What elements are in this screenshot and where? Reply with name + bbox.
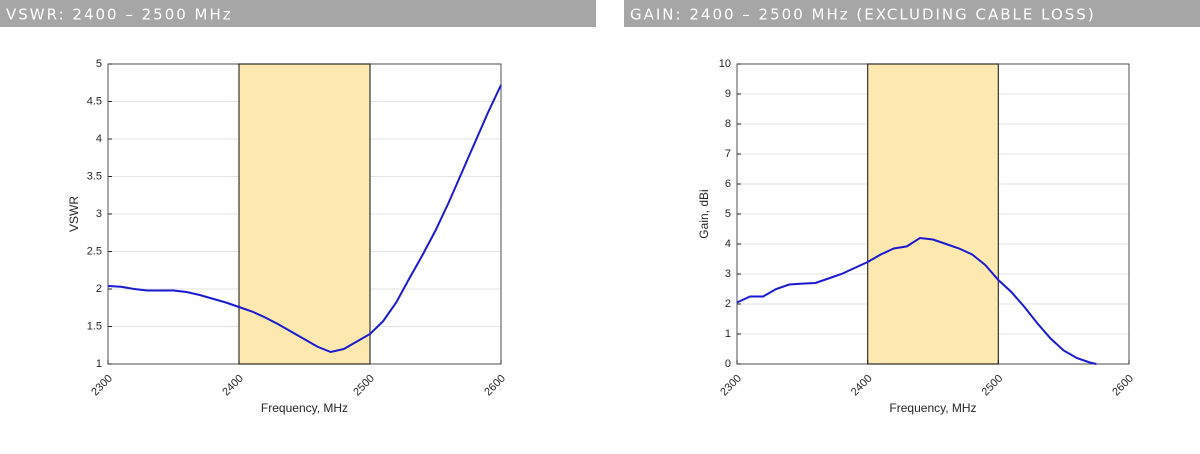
band — [867, 63, 999, 365]
y-tick-label: 1 — [725, 328, 731, 340]
y-tick-label: 4 — [96, 133, 102, 145]
y-tick-label: 8 — [725, 118, 731, 130]
x-tick-label: 2400 — [849, 373, 875, 399]
chart-title: VSWR: 2400 – 2500 MHz — [6, 6, 233, 24]
x-tick-label: 2600 — [1110, 373, 1136, 399]
header-bar — [0, 0, 596, 27]
chart-title: GAIN: 2400 – 2500 MHz (EXCLUDING CABLE L… — [630, 6, 1096, 24]
y-axis-label: Gain, dBi — [697, 189, 711, 238]
y-tick-label: 3 — [96, 208, 102, 220]
y-tick-label: 1.5 — [87, 320, 102, 332]
line — [107, 84, 502, 354]
x-tick-label: 2300 — [89, 373, 115, 399]
x-tick-label: 2500 — [351, 373, 377, 399]
y-axis-label: VSWR — [67, 196, 81, 232]
header-bar — [624, 0, 1200, 27]
y-tick-label: 9 — [725, 88, 731, 100]
x-axis-label: Frequency, MHz — [889, 401, 976, 415]
line — [736, 236, 1097, 365]
x-tick-label: 2300 — [718, 373, 744, 399]
y-tick-label: 10 — [719, 58, 731, 70]
x-tick-label: 2600 — [482, 373, 508, 399]
y-tick-label: 2.5 — [87, 245, 102, 257]
x-tick-label: 2500 — [980, 373, 1006, 399]
plot-frame — [107, 63, 502, 365]
x-axis-label: Frequency, MHz — [261, 401, 348, 415]
y-tick-label: 5 — [96, 58, 102, 70]
y-tick-label: 4 — [725, 238, 731, 250]
y-tick-label: 4.5 — [87, 95, 102, 107]
x-tick-label: 2400 — [220, 373, 246, 399]
y-tick-label: 5 — [725, 208, 731, 220]
y-tick-label: 7 — [725, 148, 731, 160]
y-tick-label: 3.5 — [87, 170, 102, 182]
y-tick-label: 0 — [725, 358, 731, 370]
y-tick-label: 3 — [725, 268, 731, 280]
y-tick-label: 2 — [725, 298, 731, 310]
y-tick-label: 2 — [96, 283, 102, 295]
y-tick-label: 6 — [725, 178, 731, 190]
band — [238, 63, 371, 365]
y-tick-label: 1 — [96, 358, 102, 370]
plot-frame — [736, 63, 1130, 365]
